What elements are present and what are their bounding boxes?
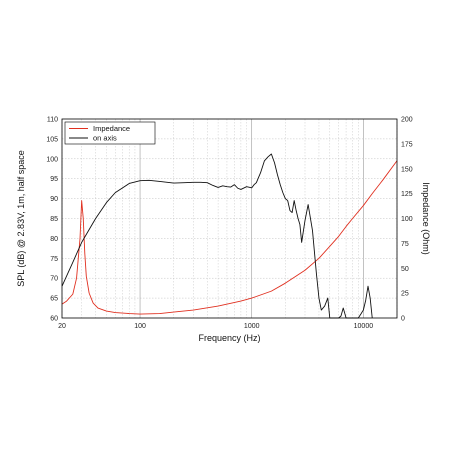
y-tick-label-left: 70 [50, 276, 58, 283]
y-tick-label-right: 0 [401, 316, 405, 323]
y-tick-label-right: 25 [401, 291, 409, 298]
y-tick-label-right: 100 [401, 216, 413, 223]
y-tick-label-left: 80 [50, 236, 58, 243]
y-tick-label-left: 105 [46, 136, 58, 143]
y-tick-label-right: 175 [401, 141, 413, 148]
y-tick-label-left: 100 [46, 156, 58, 163]
legend-label-on-axis: on axis [93, 134, 117, 143]
y-tick-label-left: 95 [50, 176, 58, 183]
plot-frame [61, 118, 398, 319]
plot-area [62, 119, 397, 318]
y-axis-label-left: SPL (dB) @ 2.83V, 1m, half space [16, 150, 26, 287]
y-tick-label-left: 110 [47, 117, 58, 124]
x-tick-label: 1000 [244, 323, 260, 330]
y-tick-label-right: 125 [401, 191, 413, 198]
y-tick-label-right: 150 [401, 166, 413, 173]
x-tick-label: 100 [134, 323, 146, 330]
y-tick-label-left: 75 [50, 256, 58, 263]
series-line-on-axis [61, 153, 373, 319]
y-tick-label-right: 50 [401, 266, 409, 273]
y-tick-label-left: 90 [50, 196, 58, 203]
y-tick-label-right: 200 [401, 117, 413, 124]
series-group [61, 153, 398, 319]
x-axis-label: Frequency (Hz) [198, 333, 260, 343]
legend-label-impedance: Impedance [93, 124, 130, 133]
series-line-impedance [61, 160, 398, 315]
y-tick-label-left: 85 [50, 216, 58, 223]
x-tick-label: 10000 [354, 323, 374, 330]
y-tick-label-right: 75 [401, 241, 409, 248]
legend: Impedance on axis [64, 121, 156, 145]
y-tick-label-left: 65 [50, 296, 58, 303]
y-tick-label-left: 60 [50, 316, 58, 323]
y-axis-label-right: Impedance (Ohm) [421, 182, 431, 255]
tick-labels: 20 100 1000 10000 60 65 70 75 80 85 90 95 100 105 110 0… [46, 117, 412, 331]
x-tick-label: 20 [58, 323, 66, 330]
